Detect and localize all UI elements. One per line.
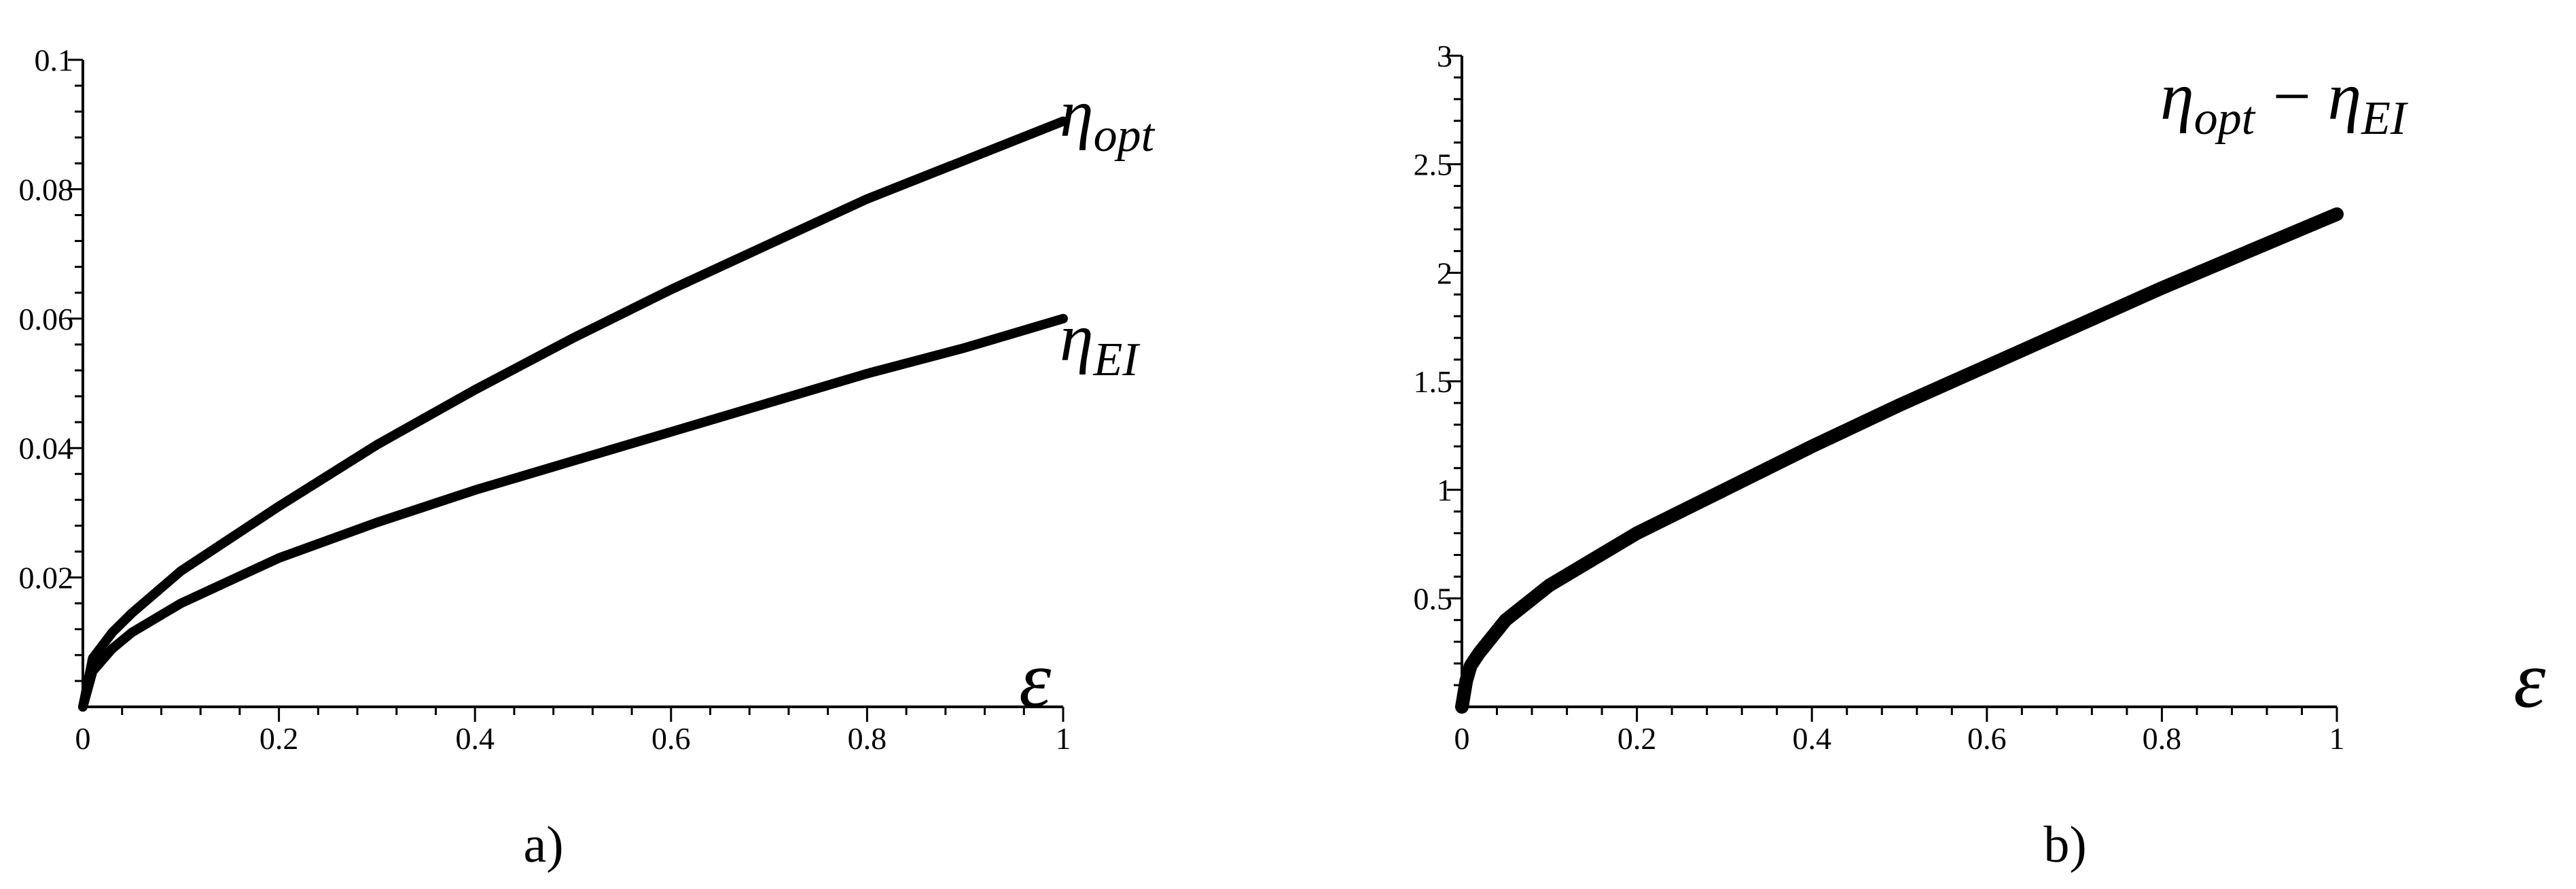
chart-b-x-tick-label: 0	[1454, 721, 1470, 756]
chart-b: 0 0.2 0.4 0.6 0.8 1 0.5 1 1.5 2 2.5 3 ηopt − ηEI ε b…	[1414, 39, 2547, 873]
chart-a: 0 0.2 0.4 0.6 0.8 1 0.020.040.060.080.1 ηopt …	[19, 43, 1156, 873]
chart-b-axes	[1461, 56, 2337, 708]
chart-b-caption: b)	[2043, 816, 2086, 873]
chart-a-caption: a)	[523, 816, 563, 873]
chart-a-x-tick-label: 0.2	[260, 721, 299, 756]
chart-b-y-tick-label: 2.5	[1414, 147, 1453, 182]
chart-a-x-tick-label: 1	[1056, 721, 1071, 756]
chart-b-y-tick-label: 1.5	[1414, 364, 1453, 399]
chart-a-x-tick-label: 0.4	[455, 721, 495, 756]
chart-a-series-1-label: ηopt	[1060, 75, 1156, 162]
chart-a-x-ticks: 0 0.2 0.4 0.6 0.8 1	[75, 707, 1071, 756]
chart-a-axes	[82, 60, 1063, 708]
chart-b-y-tick-label: 0.5	[1414, 581, 1453, 616]
chart-b-y-ticks: 0.5 1 1.5 2 2.5 3	[1414, 39, 1462, 686]
chart-b-x-tick-label: 0.8	[2143, 721, 2182, 756]
chart-a-x-tick-label: 0.8	[848, 721, 887, 756]
chart-b-series	[1455, 207, 2344, 714]
chart-a-y-tick-label: 0.1	[35, 43, 74, 77]
chart-b-x-variable: ε	[2514, 634, 2546, 725]
chart-b-x-ticks: 0 0.2 0.4 0.6 0.8 1	[1454, 707, 2345, 756]
chart-a-y-tick-label: 0.08	[19, 172, 74, 207]
chart-b-series-1-line	[1455, 207, 2344, 714]
chart-a-series-1-line	[78, 116, 1068, 712]
chart-a-series-2-line	[78, 313, 1068, 712]
chart-a-y-tick-label: 0.02	[19, 561, 74, 595]
chart-b-y-tick-label: 3	[1437, 39, 1452, 73]
chart-b-x-tick-label: 0.4	[1792, 721, 1831, 756]
chart-a-y-ticks: 0.02 0.04 0.06 0.08 0.1	[19, 43, 83, 682]
chart-a-y-tick-label: 0.06	[19, 302, 74, 336]
chart-b-series-1-label: ηopt − ηEI	[2160, 58, 2409, 145]
chart-b-x-tick-label: 0.2	[1617, 721, 1657, 756]
chart-b-x-tick-label: 0.6	[1967, 721, 2007, 756]
chart-a-x-variable: ε	[1019, 634, 1052, 725]
chart-b-y-tick-label: 2	[1437, 256, 1452, 290]
chart-a-x-tick-label: 0	[75, 721, 91, 756]
chart-b-y-tick-label: 1	[1437, 473, 1452, 508]
chart-a-y-tick-label: 0.04	[19, 431, 74, 466]
chart-a-series-2-label: ηEI	[1060, 300, 1141, 386]
chart-a-x-tick-label: 0.6	[651, 721, 691, 756]
chart-a-series	[78, 116, 1068, 712]
chart-b-x-tick-label: 1	[2329, 721, 2345, 756]
